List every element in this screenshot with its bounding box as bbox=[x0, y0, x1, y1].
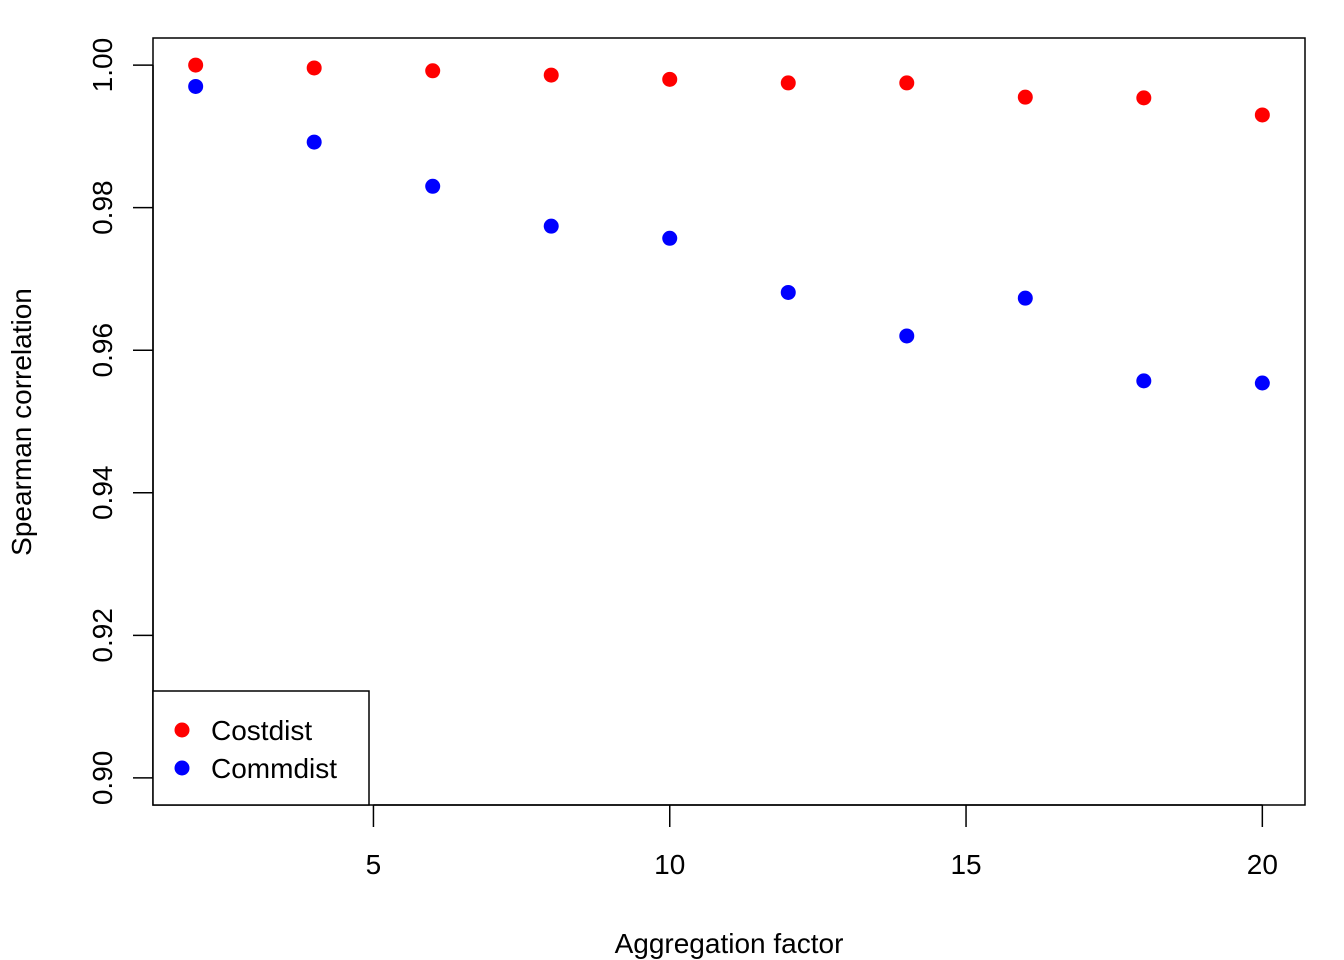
point-commdist bbox=[188, 78, 204, 94]
x-axis-label: Aggregation factor bbox=[615, 928, 844, 959]
plot-frame bbox=[152, 37, 1306, 806]
legend-label: Costdist bbox=[211, 715, 312, 746]
point-commdist bbox=[899, 328, 915, 344]
x-tick-label: 20 bbox=[1247, 849, 1278, 880]
y-axis-label: Spearman correlation bbox=[6, 288, 37, 556]
point-commdist bbox=[1017, 290, 1033, 306]
point-costdist bbox=[1254, 107, 1270, 123]
x-tick-label: 5 bbox=[366, 849, 382, 880]
x-tick-label: 15 bbox=[950, 849, 981, 880]
point-commdist bbox=[780, 284, 796, 300]
x-tick-label: 10 bbox=[654, 849, 685, 880]
point-costdist bbox=[780, 75, 796, 91]
point-commdist bbox=[306, 134, 322, 150]
legend-marker bbox=[174, 722, 190, 738]
point-costdist bbox=[188, 57, 204, 73]
x-axis: 5 10 15 20 bbox=[366, 804, 1278, 880]
legend-label: Commdist bbox=[211, 753, 337, 784]
y-tick-label: 0.90 bbox=[87, 751, 118, 806]
legend-box bbox=[152, 690, 370, 806]
point-costdist bbox=[1017, 89, 1033, 105]
y-tick-label: 0.92 bbox=[87, 608, 118, 663]
y-tick-label: 0.94 bbox=[87, 466, 118, 521]
y-axis: 0.90 0.92 0.94 0.96 0.98 1.00 bbox=[87, 38, 154, 806]
legend-marker bbox=[174, 760, 190, 776]
y-tick-label: 1.00 bbox=[87, 38, 118, 93]
y-tick-label: 0.96 bbox=[87, 323, 118, 378]
point-commdist bbox=[425, 178, 441, 194]
data-points bbox=[188, 57, 1270, 391]
point-commdist bbox=[1136, 373, 1152, 389]
point-costdist bbox=[425, 63, 441, 79]
y-tick-label: 0.98 bbox=[87, 180, 118, 235]
point-commdist bbox=[1254, 375, 1270, 391]
point-commdist bbox=[662, 230, 678, 246]
point-costdist bbox=[899, 75, 915, 91]
point-costdist bbox=[306, 60, 322, 76]
legend: Costdist Commdist bbox=[152, 690, 370, 806]
point-costdist bbox=[543, 67, 559, 83]
point-costdist bbox=[1136, 90, 1152, 106]
point-commdist bbox=[543, 218, 559, 234]
point-costdist bbox=[662, 71, 678, 87]
